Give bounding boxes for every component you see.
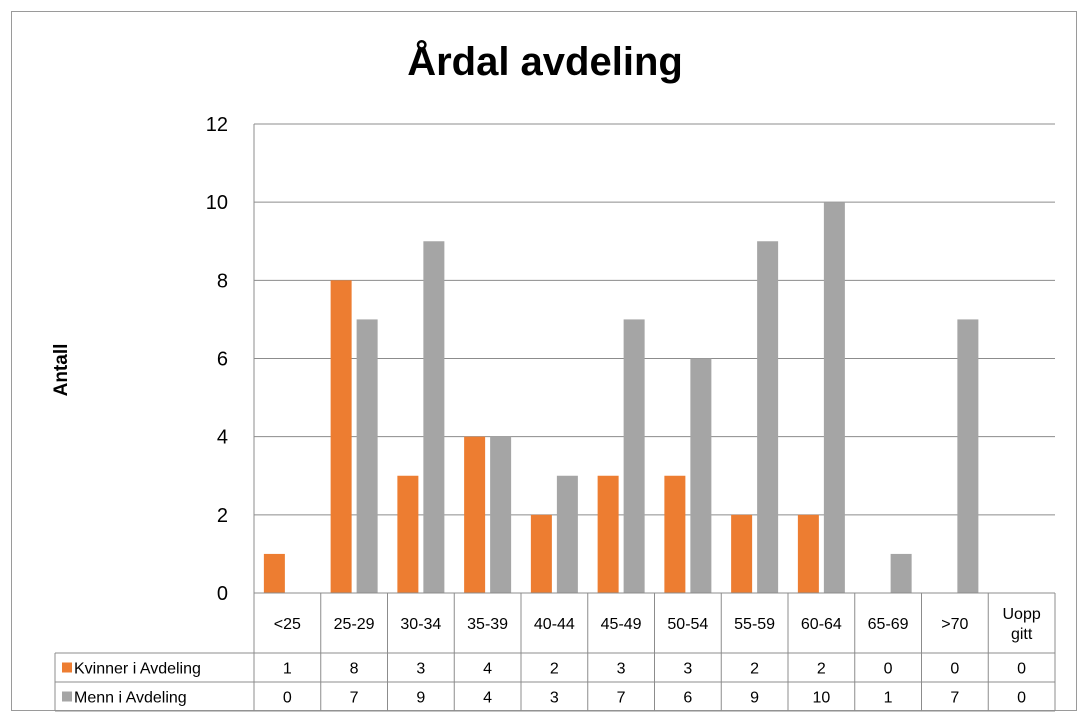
bar-menn-10 <box>957 319 979 593</box>
chart-title: Årdal avdeling <box>407 40 683 84</box>
bar-kvinner-1 <box>330 280 352 593</box>
y-tick-label: 12 <box>206 114 228 136</box>
x-category-label: 60-64 <box>801 616 842 633</box>
bar-kvinner-6 <box>664 475 686 593</box>
data-label: 3 <box>550 690 559 707</box>
bar-kvinner-7 <box>731 514 753 593</box>
x-category-label: 30-34 <box>400 616 441 633</box>
data-label: 0 <box>884 661 893 678</box>
data-label: 3 <box>416 661 425 678</box>
data-label: 4 <box>483 661 492 678</box>
data-label: 3 <box>683 661 692 678</box>
data-label: 0 <box>1017 690 1026 707</box>
data-label: 2 <box>817 661 826 678</box>
bar-menn-9 <box>890 553 912 593</box>
bar-menn-2 <box>423 241 445 593</box>
data-label: 0 <box>283 690 292 707</box>
chart-frame <box>11 11 1077 711</box>
bar-menn-3 <box>490 436 512 593</box>
data-label: 7 <box>950 690 959 707</box>
bar-menn-7 <box>757 241 779 593</box>
data-label: 1 <box>283 661 292 678</box>
bar-menn-8 <box>823 202 845 593</box>
y-axis-ticks: 0 2 4 6 8 10 12 <box>206 114 228 605</box>
bar-menn-5 <box>623 319 645 593</box>
y-tick-label: 8 <box>217 270 228 292</box>
x-category-label: 55-59 <box>734 616 775 633</box>
x-category-label: >70 <box>941 616 968 633</box>
data-label: 7 <box>350 690 359 707</box>
bar-kvinner-4 <box>530 514 552 593</box>
bars <box>263 202 979 593</box>
bar-kvinner-3 <box>464 436 486 593</box>
legend-key <box>62 662 72 673</box>
y-tick-label: 0 <box>217 583 228 605</box>
x-category-label: gitt <box>1011 626 1033 643</box>
data-label: 1 <box>884 690 893 707</box>
x-category-label: 45-49 <box>601 616 642 633</box>
data-label: 0 <box>1017 661 1026 678</box>
legend-label: Menn i Avdeling <box>74 690 187 707</box>
x-category-label: 40-44 <box>534 616 575 633</box>
data-label: 4 <box>483 690 492 707</box>
x-category-label: 25-29 <box>334 616 375 633</box>
data-table: <25 25-29 30-34 35-39 40-44 45-49 50-54 55-59 60… <box>54 592 1056 712</box>
gridlines <box>253 123 1055 594</box>
x-category-label: 35-39 <box>467 616 508 633</box>
bar-menn-6 <box>690 358 712 593</box>
data-label: 9 <box>416 690 425 707</box>
y-tick-label: 6 <box>217 349 228 371</box>
data-label: 3 <box>617 661 626 678</box>
data-label: 2 <box>550 661 559 678</box>
x-category-label: 50-54 <box>667 616 708 633</box>
legend-key <box>62 691 72 702</box>
x-category-label: 65-69 <box>868 616 909 633</box>
data-label: 8 <box>350 661 359 678</box>
data-label: 10 <box>812 690 830 707</box>
y-tick-label: 4 <box>217 427 228 449</box>
bar-menn-4 <box>556 475 578 593</box>
y-tick-label: 10 <box>206 192 228 214</box>
x-category-label: Uopp <box>1003 606 1041 623</box>
data-label: 0 <box>950 661 959 678</box>
x-category-label: <25 <box>274 616 301 633</box>
bar-kvinner-2 <box>397 475 419 593</box>
y-tick-label: 2 <box>217 505 228 527</box>
data-label: 6 <box>683 690 692 707</box>
bar-menn-1 <box>356 319 378 593</box>
legend-label: Kvinner i Avdeling <box>74 661 201 678</box>
data-label: 9 <box>750 690 759 707</box>
data-label: 2 <box>750 661 759 678</box>
bar-kvinner-0 <box>263 553 285 593</box>
bar-kvinner-5 <box>597 475 619 593</box>
bar-kvinner-8 <box>797 514 819 593</box>
data-label: 7 <box>617 690 626 707</box>
